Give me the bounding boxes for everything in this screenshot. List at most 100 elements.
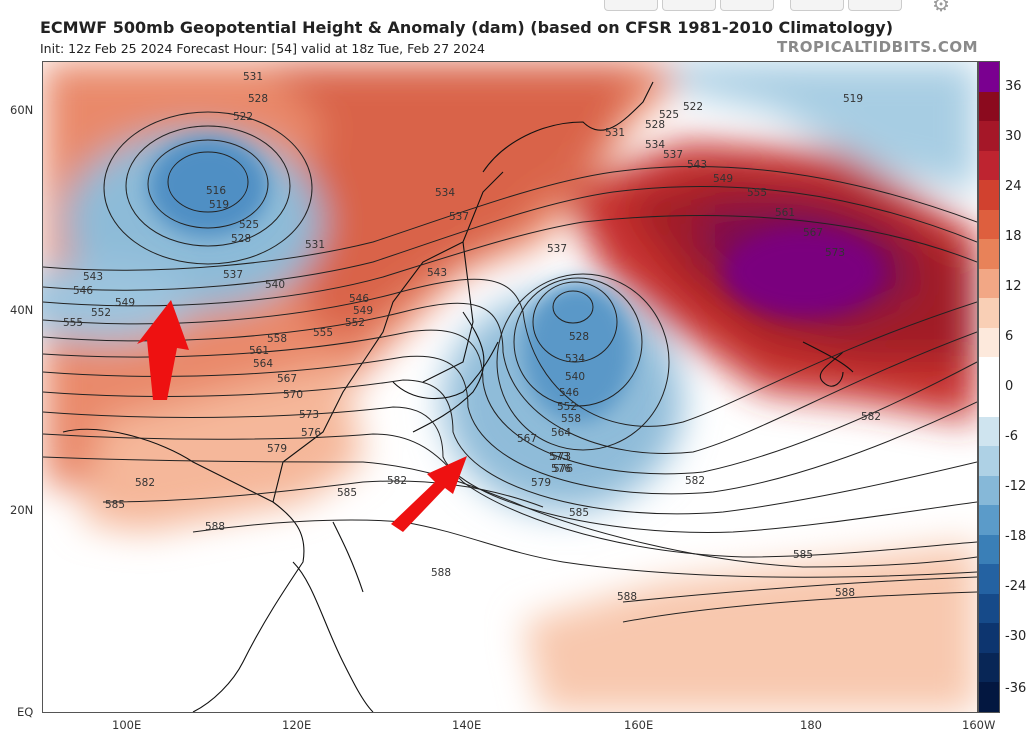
toolbar-button-3[interactable] <box>720 0 774 11</box>
colorbar-segment <box>979 416 999 447</box>
contour-label: 519 <box>843 93 863 105</box>
contour-label: 549 <box>713 173 733 185</box>
colorbar-segment <box>979 91 999 122</box>
contour-label: 561 <box>775 207 795 219</box>
contour-label: 531 <box>243 71 263 83</box>
contour-label: 522 <box>683 101 703 113</box>
contour-label: 558 <box>267 333 287 345</box>
colorbar-label: -30 <box>1005 629 1027 644</box>
contour-label: 537 <box>449 211 469 223</box>
contour-label: 552 <box>91 307 111 319</box>
colorbar-segment <box>979 564 999 595</box>
colorbar-label: 24 <box>1005 179 1022 194</box>
colorbar-label: 6 <box>1005 329 1014 344</box>
contour-label: 561 <box>249 345 269 357</box>
colorbar-segment <box>979 682 999 713</box>
contour-label: 528 <box>248 93 268 105</box>
contour-label: 525 <box>659 109 679 121</box>
contour-label: 555 <box>63 317 83 329</box>
contour-label: 582 <box>135 477 155 489</box>
contour-label: 552 <box>557 401 577 413</box>
contour-label: 588 <box>431 567 451 579</box>
settings-gear-icon[interactable]: ⚙ <box>932 0 950 16</box>
contour-label: 537 <box>547 243 567 255</box>
arrow-north <box>137 300 189 400</box>
contour-label: 588 <box>835 587 855 599</box>
colorbar-label: 36 <box>1005 79 1022 94</box>
y-tick-eq: EQ <box>17 705 34 719</box>
contour-label: 564 <box>253 358 273 370</box>
contour-label: 537 <box>663 149 683 161</box>
x-tick-160w: 160W <box>962 718 996 732</box>
contour-label: 534 <box>565 353 585 365</box>
contour-label: 585 <box>337 487 357 499</box>
contour-label: 588 <box>205 521 225 533</box>
contour-label: 573 <box>551 451 571 463</box>
contour-label: 558 <box>561 413 581 425</box>
colorbar-segment <box>979 357 999 388</box>
toolbar-button-5[interactable] <box>848 0 902 11</box>
contour-label: 546 <box>559 387 579 399</box>
colorbar-segment <box>979 623 999 654</box>
x-tick-180: 180 <box>800 718 822 732</box>
colorbar-label: 12 <box>1005 279 1022 294</box>
contour-label: 519 <box>209 199 229 211</box>
colorbar-segment <box>979 298 999 329</box>
contour-label: 585 <box>569 507 589 519</box>
colorbar-segment <box>979 327 999 358</box>
contour-label: 576 <box>301 427 321 439</box>
y-tick-60n: 60N <box>10 103 34 117</box>
contour-label: 546 <box>349 293 369 305</box>
colorbar-label: 18 <box>1005 229 1022 244</box>
x-tick-120e: 120E <box>282 718 312 732</box>
contour-label: 579 <box>267 443 287 455</box>
colorbar-segment <box>979 593 999 624</box>
colorbar-segment <box>979 239 999 270</box>
colorbar-segment <box>979 268 999 299</box>
coastlines <box>62 81 854 712</box>
contour-label: 552 <box>345 317 365 329</box>
contour-label: 585 <box>793 549 813 561</box>
colorbar-label: -36 <box>1005 681 1027 696</box>
toolbar-button-1[interactable] <box>604 0 658 11</box>
contour-label-group: 531 528 522 516 519 525 528 531 537 540 … <box>63 71 881 603</box>
toolbar-button-2[interactable] <box>662 0 716 11</box>
map-panel[interactable]: 531 528 522 516 519 525 528 531 537 540 … <box>42 61 978 713</box>
contour-label: 525 <box>239 219 259 231</box>
colorbar-label: 0 <box>1005 379 1014 394</box>
colorbar-label: 30 <box>1005 129 1022 144</box>
colorbar-segment <box>979 387 999 418</box>
map-canvas: 531 528 522 516 519 525 528 531 537 540 … <box>43 62 977 712</box>
colorbar-segment <box>979 150 999 181</box>
contour-label: 564 <box>551 427 571 439</box>
y-tick-40n: 40N <box>10 303 34 317</box>
contour-label: 555 <box>747 187 767 199</box>
contour-label: 540 <box>265 279 285 291</box>
contour-label: 567 <box>803 227 823 239</box>
contour-label: 567 <box>277 373 297 385</box>
contour-label: 537 <box>223 269 243 281</box>
contour-label: 582 <box>685 475 705 487</box>
toolbar-button-4[interactable] <box>790 0 844 11</box>
chart-title: ECMWF 500mb Geopotential Height & Anomal… <box>40 18 894 37</box>
contour-label: 528 <box>569 331 589 343</box>
y-tick-20n: 20N <box>10 503 34 517</box>
contour-label: 528 <box>645 119 665 131</box>
contour-label: 576 <box>553 463 573 475</box>
colorbar-segment <box>979 62 999 93</box>
colorbar-segment <box>979 180 999 211</box>
contour-label: 522 <box>233 111 253 123</box>
x-tick-160e: 160E <box>624 718 654 732</box>
contour-label: 573 <box>825 247 845 259</box>
contour-label: 516 <box>206 185 226 197</box>
colorbar-segment <box>979 505 999 536</box>
arrow-northeast <box>391 456 467 532</box>
contour-label: 534 <box>645 139 665 151</box>
contour-label: 531 <box>605 127 625 139</box>
contour-label: 528 <box>231 233 251 245</box>
x-tick-100e: 100E <box>112 718 142 732</box>
contour-label: 555 <box>313 327 333 339</box>
colorbar-segment <box>979 475 999 506</box>
contour-label: 531 <box>305 239 325 251</box>
colorbar-label: -24 <box>1005 579 1027 594</box>
